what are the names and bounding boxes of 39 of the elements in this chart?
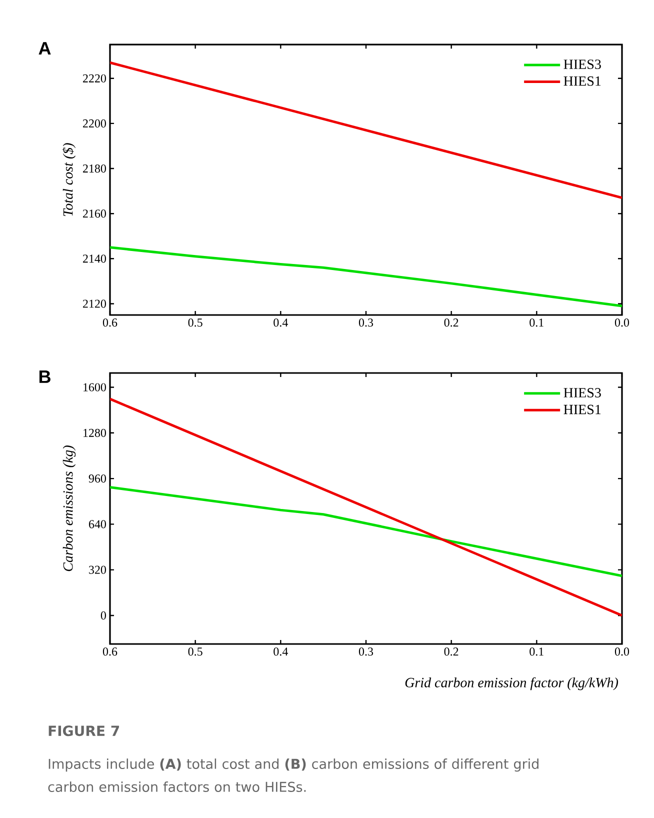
x-axis-title: Grid carbon emission factor (kg/kWh) [405,677,618,690]
y-tick-label: 2220 [82,74,106,82]
legend-label: HIES1 [564,404,601,414]
y-axis-title: Total cost ($) [62,143,76,216]
chart-title: A [38,42,51,55]
text: Impacts include (A) total cost and (B) carbon emissions of different grid carbon emission factors on two HIESs. [48,758,538,792]
y-tick-label: 2120 [82,300,106,308]
y-tick-label: 1280 [84,428,106,437]
y-tick-label: 1600 [84,383,106,392]
x-tick-label: 0.5 [188,648,202,656]
x-tick-label: 0.5 [188,318,202,327]
line-series [110,246,622,308]
legend-label: HIES3 [564,388,601,398]
y-tick-label: 320 [89,566,106,574]
x-tick-label: 0.2 [444,648,458,656]
y-tick-label: 2140 [82,254,106,263]
x-tick-label: 0.1 [530,318,544,327]
y-tick-label: 2200 [82,119,106,128]
x-tick-label: 0.1 [530,648,544,656]
text: FIGURE 7 [48,726,120,736]
legend-label: HIES1 [564,76,601,86]
y-tick-label: 2160 [82,210,106,218]
y-tick-label: 0 [100,611,106,620]
x-tick-label: 0.4 [274,318,288,327]
x-tick-label: 0.3 [358,648,374,656]
x-tick-label: 0.2 [444,318,458,327]
x-tick-label: 0.0 [614,648,630,656]
chart-title: B [39,370,50,383]
y-tick-label: 640 [88,520,106,528]
x-tick-label: 0.0 [614,318,630,327]
y-tick-label: 2180 [82,164,106,173]
line-series [110,486,622,578]
y-axis-title: Carbon emissions (kg) [62,446,76,572]
y-tick-label: 960 [88,474,106,483]
x-tick-label: 0.3 [358,318,374,327]
x-tick-label: 0.6 [102,648,118,656]
x-tick-label: 0.6 [102,318,118,327]
x-tick-label: 0.4 [274,648,288,656]
legend-label: HIES3 [564,60,601,70]
